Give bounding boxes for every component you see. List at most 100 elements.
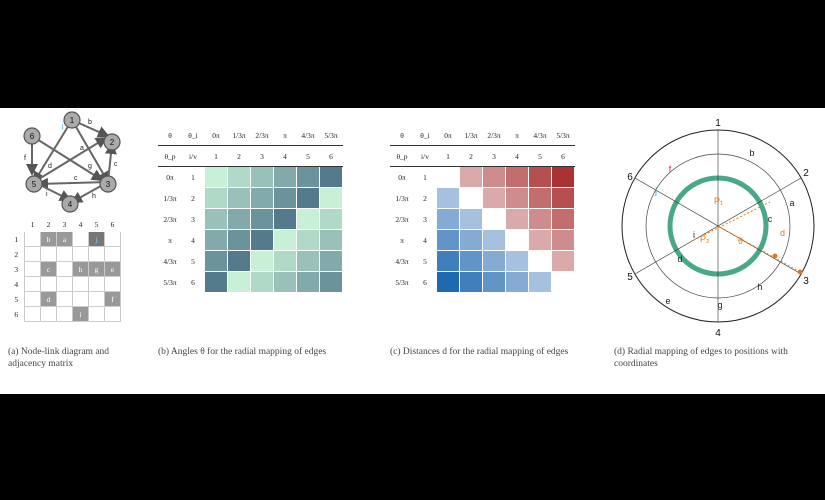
grid-cell xyxy=(482,187,506,209)
annotation-p2: P₂ xyxy=(700,234,710,244)
grid-header-cell: 4/3π xyxy=(528,124,552,146)
grid-cell xyxy=(273,187,297,209)
grid-cell xyxy=(459,208,483,230)
grid-cell xyxy=(459,187,483,209)
matrix-header-cell: 3 xyxy=(56,216,73,232)
row-label: 0π xyxy=(390,166,414,188)
matrix-cell: j xyxy=(88,231,105,247)
grid-cell xyxy=(505,166,529,188)
grid-header-cell: 1 xyxy=(436,145,460,167)
node-label: 2 xyxy=(110,138,115,147)
grid-header-cell: θ xyxy=(390,124,414,146)
grid-cell xyxy=(250,166,274,188)
matrix-cell: e xyxy=(104,261,121,277)
row-label: 1/3π xyxy=(390,187,414,209)
caption-a: (a) Node-link diagram and adjacency matr… xyxy=(8,347,110,369)
grid-cell xyxy=(528,166,552,188)
matrix-cell: h xyxy=(72,261,89,277)
edge-label: h xyxy=(757,282,762,292)
edge-label: b xyxy=(88,119,92,126)
distance-matrix: θ θ_i 0π 1/3π 2/3π π 4/3π 5/3π θ_p i/v 1 2 3 4 5 6 0π 1 1/… xyxy=(390,124,575,293)
edge-label: i xyxy=(46,191,48,198)
grid-header-cell: 2 xyxy=(459,145,483,167)
matrix-cell: 1 xyxy=(14,234,19,244)
grid-cell xyxy=(505,229,529,251)
row-index: 6 xyxy=(181,271,205,293)
grid-cell xyxy=(436,271,460,293)
matrix-cell xyxy=(72,231,89,247)
grid-cell xyxy=(551,166,575,188)
grid-header-cell: π xyxy=(505,124,529,146)
annotation-theta: θ xyxy=(738,236,743,246)
grid-header-cell: 1 xyxy=(204,145,228,167)
matrix-cell: d xyxy=(40,291,57,307)
row-index: 2 xyxy=(413,187,437,209)
row-label: 5/3π xyxy=(158,271,182,293)
matrix-cell: c xyxy=(40,261,57,277)
row-label: 2/3π xyxy=(158,208,182,230)
grid-cell xyxy=(436,187,460,209)
grid-header-cell: π xyxy=(273,124,297,146)
grid-cell xyxy=(296,208,320,230)
row-index: 4 xyxy=(181,229,205,251)
grid-cell xyxy=(505,187,529,209)
matrix-cell xyxy=(56,306,73,322)
matrix-cell xyxy=(56,291,73,307)
grid-cell xyxy=(459,250,483,272)
edge-label: b xyxy=(749,148,754,158)
grid-cell xyxy=(319,208,343,230)
grid-header-cell: 4 xyxy=(273,145,297,167)
row-label: 4/3π xyxy=(390,250,414,272)
matrix-cell: b xyxy=(40,231,57,247)
row-index: 5 xyxy=(181,250,205,272)
grid-cell xyxy=(551,250,575,272)
matrix-cell xyxy=(72,246,89,262)
edge-label: h xyxy=(92,193,96,200)
matrix-cell xyxy=(40,246,57,262)
edge-label: e xyxy=(665,296,670,306)
grid-header-cell: 2/3π xyxy=(482,124,506,146)
grid-cell xyxy=(273,271,297,293)
annotation-p1: P₁ xyxy=(714,196,723,206)
grid-cell xyxy=(227,187,251,209)
grid-cell xyxy=(459,229,483,251)
row-index: 2 xyxy=(181,187,205,209)
ring-label: 2 xyxy=(803,168,809,179)
grid-header-cell: 5/3π xyxy=(319,124,343,146)
row-index: 3 xyxy=(181,208,205,230)
grid-cell xyxy=(482,271,506,293)
node-label: 1 xyxy=(70,116,75,125)
grid-header-cell: θ_i xyxy=(413,124,437,146)
matrix-cell: 2 xyxy=(14,249,19,259)
matrix-cell xyxy=(56,276,73,292)
grid-cell xyxy=(227,271,251,293)
grid-header-cell: θ_p xyxy=(158,145,182,167)
matrix-cell xyxy=(40,276,57,292)
matrix-cell xyxy=(88,246,105,262)
edge-label: a xyxy=(80,145,84,152)
edge-label: j xyxy=(654,186,657,196)
ring-label: 5 xyxy=(627,272,633,283)
row-index: 5 xyxy=(413,250,437,272)
grid-cell xyxy=(528,208,552,230)
grid-cell xyxy=(436,166,460,188)
grid-cell xyxy=(436,250,460,272)
row-label: π xyxy=(390,229,414,251)
grid-header-cell: θ xyxy=(158,124,182,146)
matrix-header-cell: 2 xyxy=(40,216,57,232)
grid-cell xyxy=(319,166,343,188)
row-label: 5/3π xyxy=(390,271,414,293)
grid-cell xyxy=(319,187,343,209)
grid-cell xyxy=(505,271,529,293)
grid-header-cell: 6 xyxy=(319,145,343,167)
matrix-cell xyxy=(56,261,73,277)
node-label: 5 xyxy=(32,180,37,189)
grid-cell xyxy=(528,229,552,251)
matrix-cell xyxy=(104,231,121,247)
grid-cell xyxy=(227,208,251,230)
matrix-cell xyxy=(24,276,41,292)
grid-cell xyxy=(204,271,228,293)
matrix-cell: 6 xyxy=(14,309,19,319)
grid-cell xyxy=(528,187,552,209)
